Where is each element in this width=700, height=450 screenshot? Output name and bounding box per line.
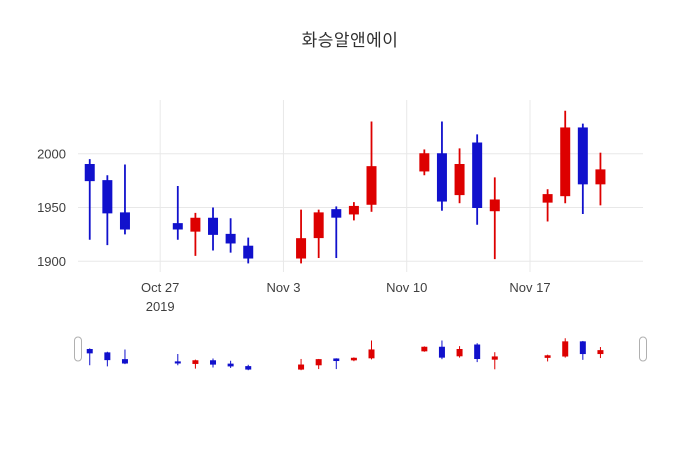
candle-body[interactable] xyxy=(208,217,219,235)
mini-candle-body xyxy=(562,341,569,357)
candle-body[interactable] xyxy=(190,217,201,232)
candle-body[interactable] xyxy=(577,127,588,185)
mini-candle-body xyxy=(597,350,604,355)
candle-body[interactable] xyxy=(243,245,254,259)
candle-body[interactable] xyxy=(419,153,430,172)
x-tick-label: Nov 17 xyxy=(509,280,550,295)
mini-candle-body xyxy=(368,349,375,359)
x-tick-label: Nov 3 xyxy=(266,280,300,295)
candle-body[interactable] xyxy=(172,223,183,230)
mini-candle-body xyxy=(456,349,463,357)
candle-body[interactable] xyxy=(348,205,359,215)
candle-body[interactable] xyxy=(489,199,500,212)
y-tick-label: 2000 xyxy=(37,146,66,161)
mini-candle-body xyxy=(333,358,340,362)
candle-body[interactable] xyxy=(331,209,342,218)
candle-body[interactable] xyxy=(366,166,377,205)
mini-candle-body xyxy=(298,364,305,370)
mini-candle-body xyxy=(474,344,481,359)
mini-candle-body xyxy=(210,360,217,365)
mini-candle-body xyxy=(227,363,234,367)
y-tick-label: 1950 xyxy=(37,200,66,215)
rangeslider-handle-left[interactable] xyxy=(74,336,82,362)
chart-title: 화승알앤에이 xyxy=(301,31,399,50)
mini-candle-body xyxy=(438,346,445,358)
mini-candle-body xyxy=(491,356,498,360)
rangeslider-track[interactable] xyxy=(78,328,643,380)
candle-body[interactable] xyxy=(436,153,447,202)
mini-candle-body xyxy=(245,366,252,370)
x-tick-label: Oct 27 xyxy=(141,280,179,295)
plot-area[interactable] xyxy=(78,100,643,272)
rangeslider-handle-right[interactable] xyxy=(639,336,647,362)
x-tick-sublabel: 2019 xyxy=(146,299,175,314)
candle-body[interactable] xyxy=(313,212,324,239)
mini-candle-body xyxy=(86,349,93,354)
mini-candle-body xyxy=(192,360,199,364)
mini-candle-body xyxy=(421,346,428,352)
candle-body[interactable] xyxy=(542,194,553,203)
mini-candle-body xyxy=(315,359,322,366)
mini-candle-body xyxy=(579,341,586,355)
candle-body[interactable] xyxy=(84,164,95,182)
candle-body[interactable] xyxy=(296,238,307,259)
candle-body[interactable] xyxy=(102,180,113,214)
candle-body[interactable] xyxy=(225,233,236,244)
candle-body[interactable] xyxy=(595,169,606,185)
candle-body[interactable] xyxy=(454,164,465,196)
y-tick-label: 1900 xyxy=(37,254,66,269)
candle-body[interactable] xyxy=(560,127,571,197)
candle-body[interactable] xyxy=(472,142,483,208)
mini-candle-body xyxy=(350,357,357,361)
candle-body[interactable] xyxy=(119,212,130,230)
mini-candle-body xyxy=(174,361,181,364)
x-tick-label: Nov 10 xyxy=(386,280,427,295)
mini-candle-body xyxy=(544,355,551,358)
mini-candle-body xyxy=(121,359,128,364)
mini-candle-body xyxy=(104,352,111,361)
